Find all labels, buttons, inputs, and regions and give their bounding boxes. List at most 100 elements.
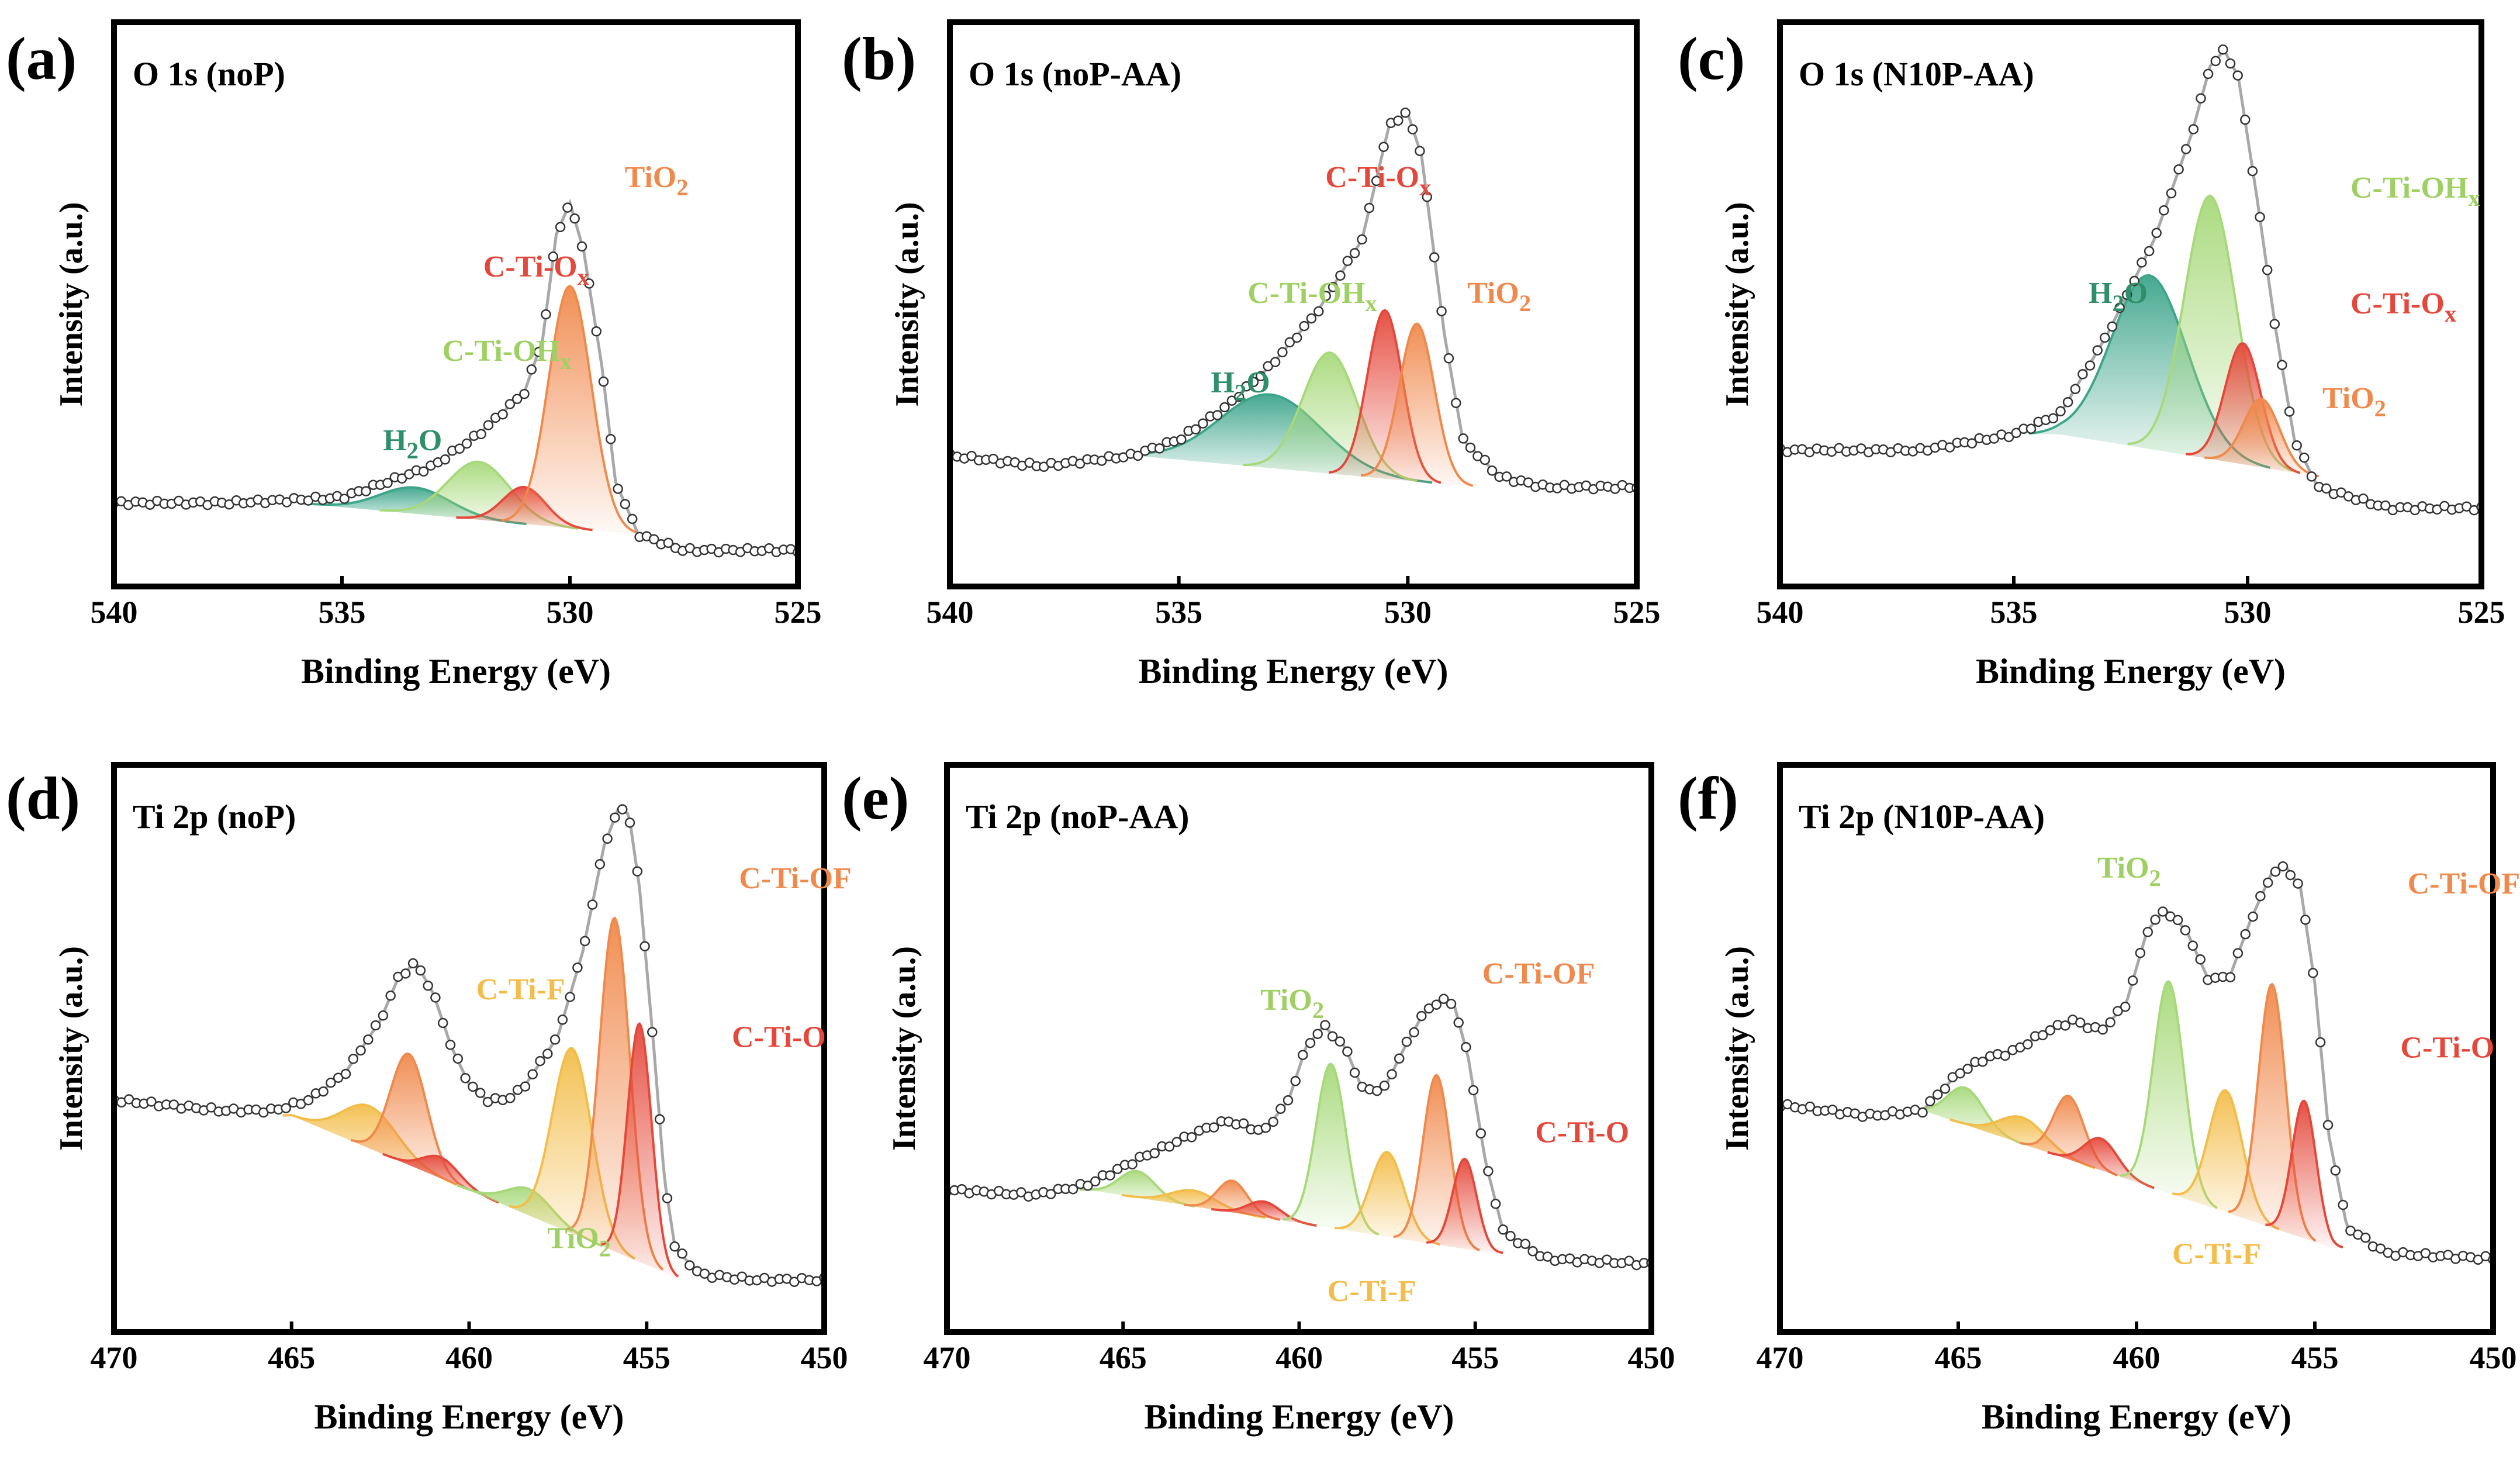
panel-title: O 1s (noP) xyxy=(133,55,285,93)
data-point xyxy=(1393,115,1404,126)
data-point xyxy=(591,326,602,337)
x-tick-label: 460 xyxy=(445,1340,493,1375)
data-point xyxy=(452,1053,464,1064)
data-point xyxy=(1198,418,1208,429)
data-point xyxy=(1407,124,1418,134)
data-point xyxy=(606,434,616,444)
x-tick-label: 455 xyxy=(2291,1340,2339,1375)
peak-outline xyxy=(2265,1099,2343,1248)
data-point xyxy=(627,513,638,525)
data-point xyxy=(572,962,583,973)
x-tick-label: 460 xyxy=(1275,1340,1323,1375)
data-point xyxy=(2299,452,2310,463)
peak-tio2-2p3-2- xyxy=(2120,981,2217,1210)
component-label: C-Ti-OF xyxy=(1482,957,1595,991)
data-point xyxy=(1431,999,1442,1010)
data-point xyxy=(2203,68,2214,80)
component-label: C-Ti-OF xyxy=(2408,867,2520,900)
data-point xyxy=(2240,115,2251,125)
data-point xyxy=(562,202,573,213)
data-point xyxy=(1277,347,1288,358)
data-point xyxy=(1520,1238,1531,1250)
data-point xyxy=(1299,320,1309,332)
data-point xyxy=(1349,248,1360,258)
data-point xyxy=(663,537,674,548)
data-point xyxy=(576,241,587,252)
data-point xyxy=(361,486,371,496)
data-point xyxy=(2121,289,2132,301)
data-point xyxy=(2000,1050,2011,1061)
data-point xyxy=(2107,321,2118,332)
data-point xyxy=(2166,188,2177,199)
data-point xyxy=(2330,1165,2341,1176)
data-point xyxy=(2255,891,2266,902)
x-tick-label: 450 xyxy=(1628,1340,1675,1375)
data-point xyxy=(2420,1248,2431,1258)
component-label: TiO2​ xyxy=(547,1222,611,1261)
data-point xyxy=(363,1034,374,1045)
data-point xyxy=(2285,869,2296,881)
data-point xyxy=(1917,1107,1928,1118)
component-label: C-Ti-F xyxy=(2172,1238,2261,1271)
data-point xyxy=(2105,1017,2115,1028)
data-point xyxy=(2120,1002,2131,1012)
data-point xyxy=(2291,440,2302,451)
envelope-line xyxy=(1780,865,2493,1260)
x-axis-label: Binding Energy (eV) xyxy=(301,652,611,691)
data-point xyxy=(1190,424,1201,435)
data-point xyxy=(437,1017,448,1029)
data-point xyxy=(348,1054,359,1064)
data-point xyxy=(2270,866,2281,877)
data-point xyxy=(1925,1096,1935,1107)
data-point xyxy=(2142,927,2153,937)
data-point xyxy=(454,443,465,454)
data-point xyxy=(654,1114,665,1124)
data-point xyxy=(2218,44,2228,55)
panel-title: Ti 2p (noP) xyxy=(133,798,296,836)
data-point xyxy=(1045,1189,1056,1199)
data-point xyxy=(1944,442,1955,453)
data-point xyxy=(1233,391,1245,402)
data-point xyxy=(2023,1039,2033,1050)
data-point xyxy=(624,817,635,828)
peak-tio2-2p3-2- xyxy=(1283,1064,1379,1236)
data-point xyxy=(647,1027,658,1037)
plot-frame xyxy=(111,762,827,1335)
data-point xyxy=(1453,1017,1464,1028)
plot-area xyxy=(114,198,798,558)
data-point xyxy=(2135,948,2146,958)
data-point xyxy=(1379,1081,1390,1091)
peak-outline xyxy=(2204,398,2319,478)
data-point xyxy=(1371,175,1382,187)
data-point xyxy=(146,1096,157,1107)
data-point xyxy=(2338,1199,2348,1210)
y-axis-label: Intensity (a.u.) xyxy=(53,202,89,406)
data-point xyxy=(1349,1067,1360,1078)
data-point xyxy=(2358,494,2369,504)
data-point xyxy=(2085,360,2096,371)
data-point xyxy=(1164,1141,1175,1152)
data-point xyxy=(326,1077,336,1088)
data-point xyxy=(2180,925,2191,936)
component-label: TiO2​ xyxy=(1260,984,1324,1023)
data-point xyxy=(2232,948,2244,958)
panel-title: O 1s (N10P-AA) xyxy=(1799,55,2034,93)
data-point xyxy=(2062,396,2073,408)
data-point xyxy=(476,429,486,440)
x-tick-label: 525 xyxy=(1613,595,1661,630)
panel-c: 540 535 530 525 Binding Energy (eV) Intensity… xyxy=(1678,19,2505,691)
panel-a: 540 535 530 525 Binding Energy (eV) Intensity… xyxy=(6,19,822,691)
data-point xyxy=(1468,1085,1479,1096)
data-point xyxy=(461,438,472,449)
component-label: C-Ti-Ox​ xyxy=(2350,287,2457,327)
data-point xyxy=(2151,227,2162,239)
data-point xyxy=(1527,1246,1538,1257)
plot-frame xyxy=(1777,762,2496,1335)
data-point xyxy=(2129,275,2140,287)
data-point xyxy=(2144,246,2155,257)
data-point xyxy=(549,1034,561,1045)
data-point xyxy=(355,1045,366,1056)
data-point xyxy=(1313,306,1324,317)
data-point xyxy=(400,968,411,979)
